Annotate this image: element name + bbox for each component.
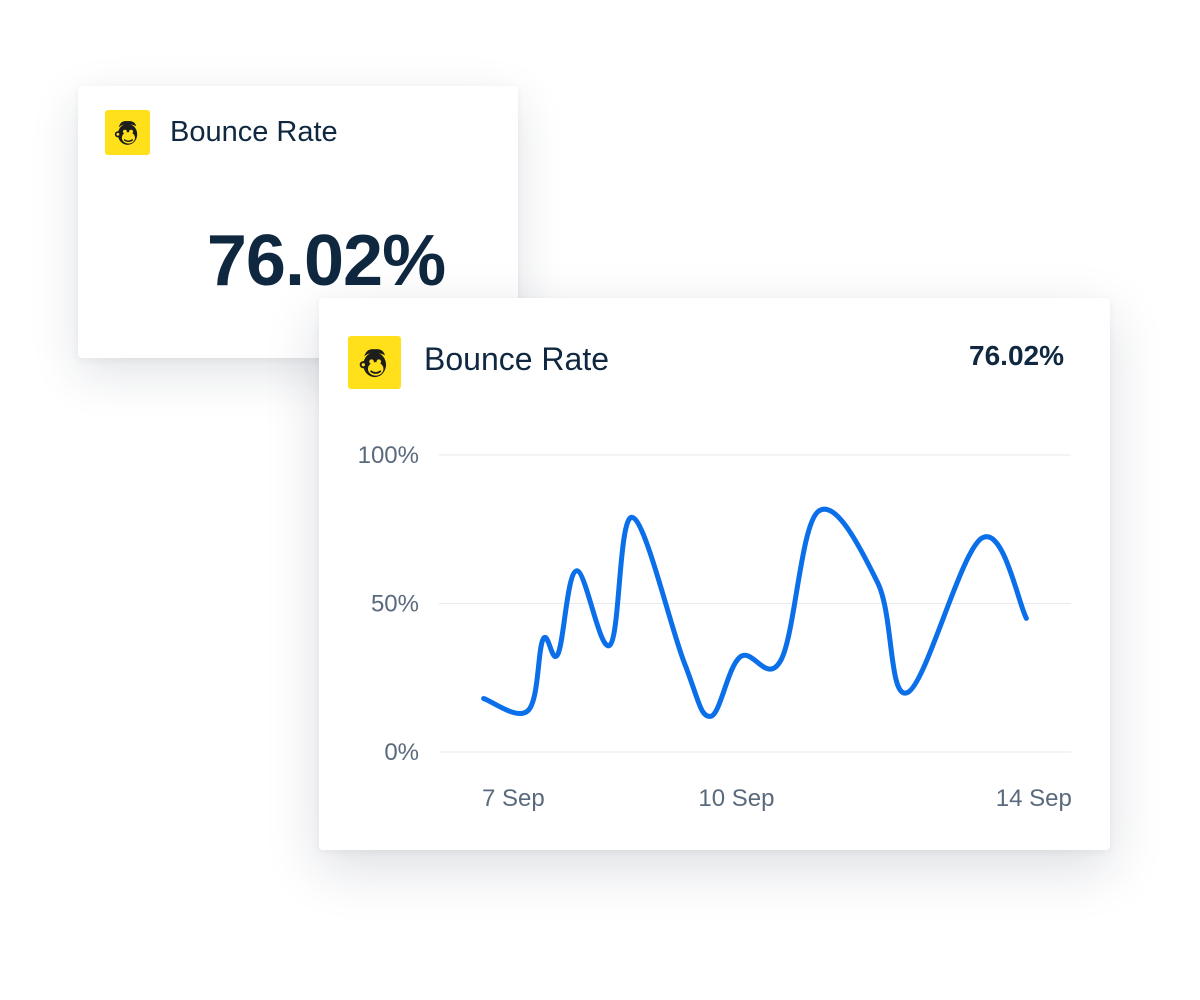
x-tick-label: 7 Sep <box>482 785 545 812</box>
card-title: Bounce Rate <box>170 116 338 148</box>
bounce-rate-kpi-card: Bounce Rate 76.02% <box>78 86 518 358</box>
y-tick-label: 0% <box>384 739 419 766</box>
x-tick-label: 10 Sep <box>698 785 774 812</box>
y-tick-label: 100% <box>358 442 419 469</box>
kpi-value: 76.02% <box>206 221 446 301</box>
mailchimp-icon-glyph <box>359 348 386 377</box>
current-value: 76.02% <box>969 340 1064 371</box>
mailchimp-icon <box>348 336 401 389</box>
mailchimp-icon <box>105 110 150 155</box>
card-title: Bounce Rate <box>424 341 610 377</box>
bounce-rate-line-chart: 0% 50% 100% 7 Sep 10 Sep 14 Sep <box>358 442 1072 812</box>
series-line <box>481 506 1029 719</box>
x-tick-label: 14 Sep <box>996 785 1072 812</box>
bounce-rate-chart-card: Bounce Rate 76.02% 0% 50% 100% 7 Sep 10 Sep 1… <box>319 298 1110 850</box>
mailchimp-icon-glyph <box>114 120 138 145</box>
y-tick-label: 50% <box>371 591 419 618</box>
